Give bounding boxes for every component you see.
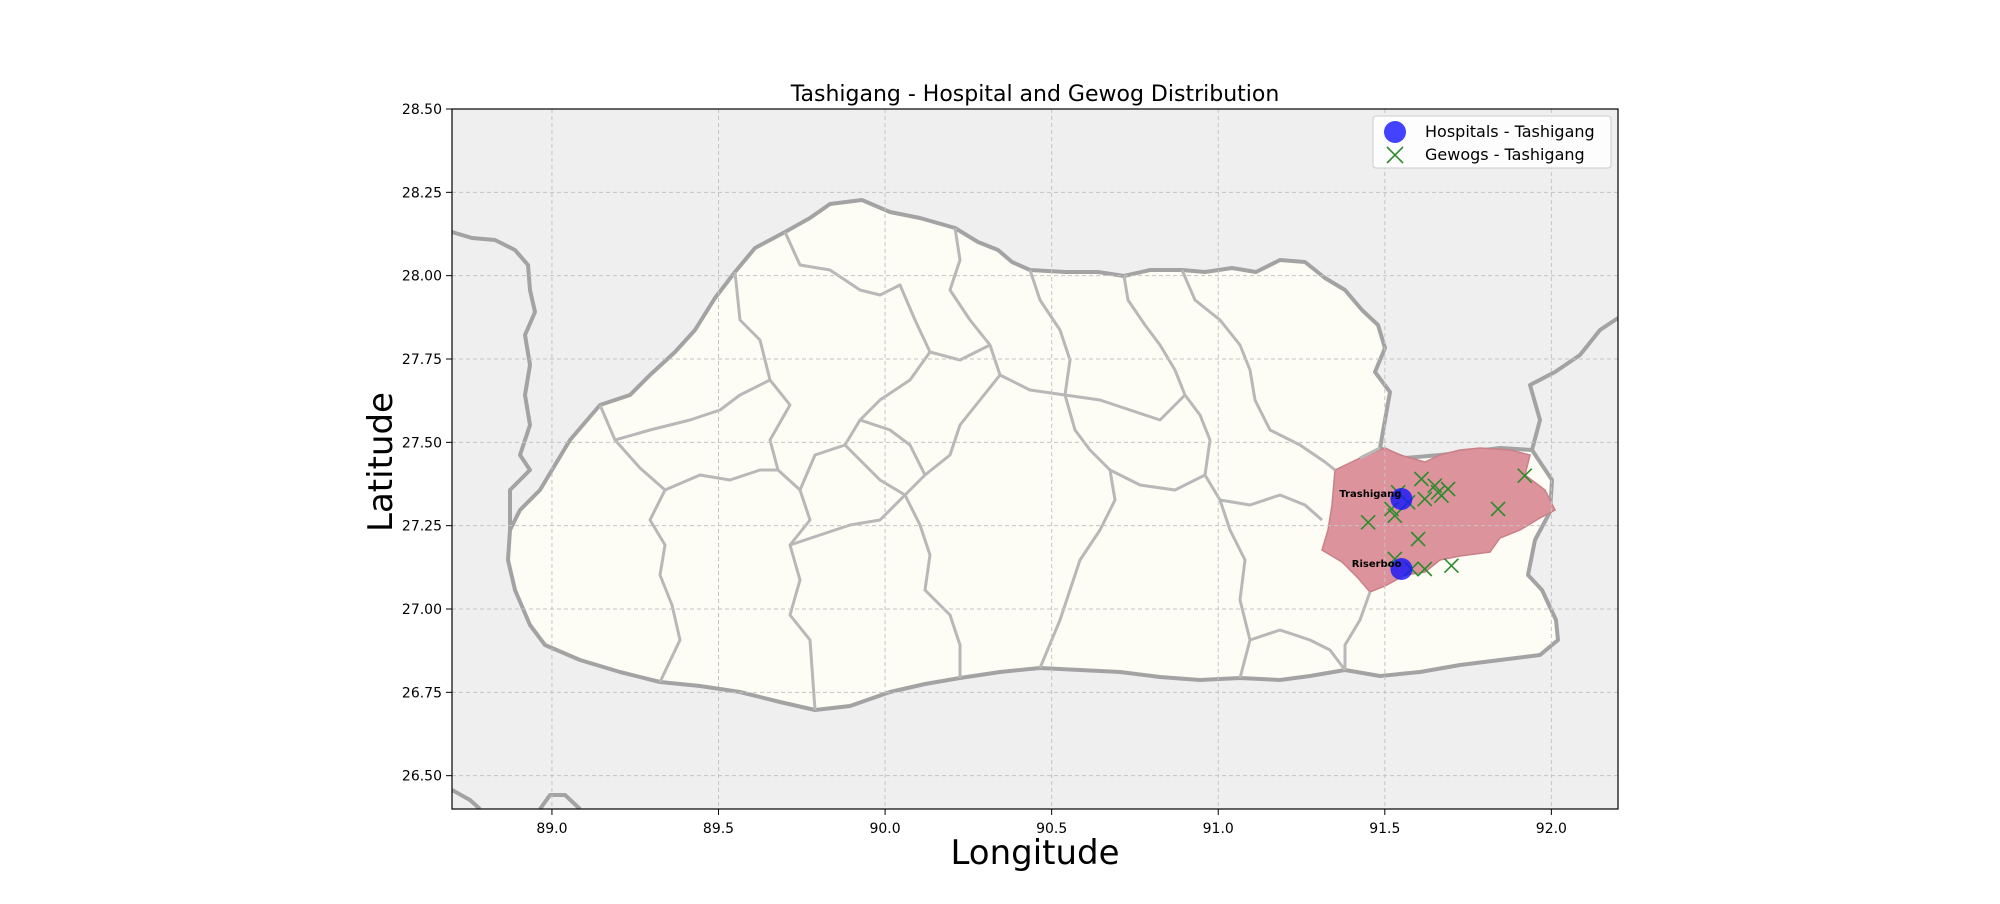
hospital-marker — [1390, 488, 1413, 510]
tashigang-district — [1321, 447, 1556, 593]
x-tick-label: 90.5 — [1036, 821, 1067, 837]
y-tick-label: 28.50 — [402, 102, 442, 118]
hospital-label: Trashigang — [1339, 489, 1401, 500]
hospital-label: Riserboo — [1352, 559, 1402, 570]
legend: Hospitals - Tashigang Gewogs - Tashigang — [1372, 115, 1612, 169]
gewog-marker — [1410, 531, 1426, 547]
gewog-marker — [1360, 514, 1376, 530]
neighbour-borders — [452, 230, 1618, 809]
x-tick-label: 89.5 — [703, 821, 734, 837]
y-tick-label: 27.75 — [402, 352, 442, 368]
y-tick-label: 27.00 — [402, 602, 442, 618]
grid-lines — [452, 109, 1618, 809]
y-tick-label: 26.50 — [402, 769, 442, 785]
gewog-marker — [1490, 501, 1506, 517]
y-tick-label: 27.50 — [402, 435, 442, 451]
x-tick-label: 91.0 — [1203, 821, 1234, 837]
legend-box — [1372, 115, 1612, 169]
plot-area: Trashigang Riserboo — [451, 108, 1619, 810]
x-tick-label: 90.0 — [869, 821, 900, 837]
map-layer — [452, 198, 1618, 809]
gewog-marker — [1417, 561, 1433, 577]
y-axis-label: Latitude — [361, 392, 401, 532]
y-tick-label: 26.75 — [402, 685, 442, 701]
gewog-marker — [1417, 491, 1433, 507]
legend-gewog-marker — [1386, 146, 1404, 164]
gewog-marker — [1443, 558, 1459, 574]
x-axis-label: Longitude — [950, 833, 1119, 873]
y-axis-ticks: 26.50 26.75 27.00 27.25 27.50 27.75 28.00 28.25… — [402, 102, 452, 785]
gewog-marker — [1413, 471, 1430, 487]
gewog-marker — [1387, 508, 1403, 524]
legend-gewog-label: Gewogs - Tashigang — [1425, 145, 1585, 164]
y-tick-label: 28.25 — [402, 185, 442, 201]
legend-hospital-label: Hospitals - Tashigang — [1425, 122, 1595, 141]
x-tick-label: 92.0 — [1536, 821, 1567, 837]
axes-frame — [451, 108, 1619, 810]
y-tick-label: 27.25 — [402, 519, 442, 535]
chart-title: Tashigang - Hospital and Gewog Distribut… — [790, 82, 1280, 107]
legend-hospital-marker — [1384, 121, 1406, 143]
y-tick-label: 28.00 — [402, 269, 442, 285]
x-tick-label: 89.0 — [536, 821, 567, 837]
gewog-marker — [1433, 488, 1450, 504]
x-axis-ticks: 89.0 89.5 90.0 90.5 91.0 91.5 92.0 — [536, 809, 1567, 837]
gewog-marker — [1517, 468, 1533, 484]
x-tick-label: 91.5 — [1369, 821, 1400, 837]
hospital-markers: Trashigang Riserboo — [1339, 488, 1413, 580]
hospital-marker — [1390, 558, 1413, 580]
district-borders — [598, 227, 1381, 711]
